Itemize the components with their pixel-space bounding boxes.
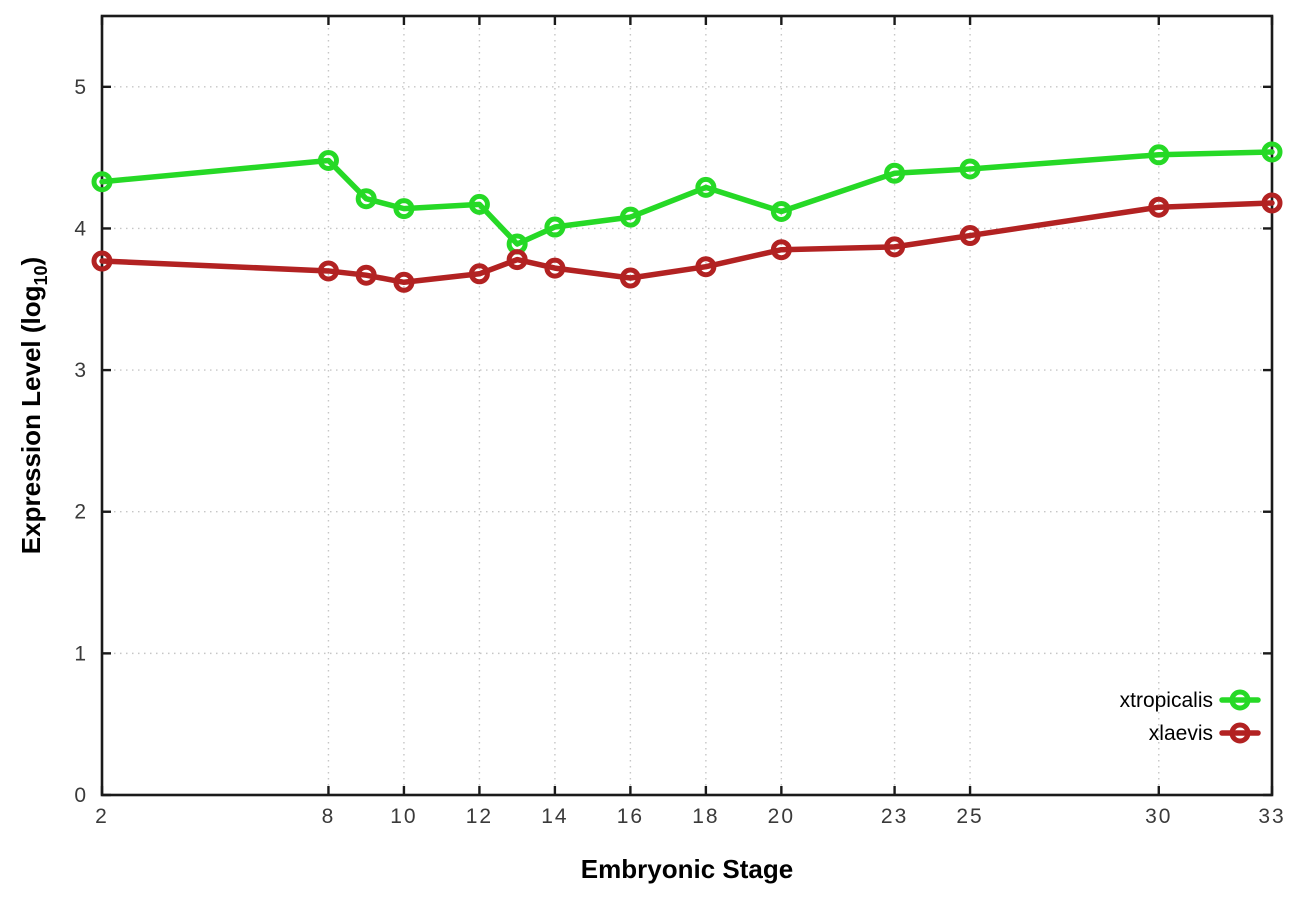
x-tick-label: 12 [466, 805, 493, 828]
legend-sample-marker [1229, 689, 1251, 711]
y-tick-label: 0 [74, 784, 88, 807]
xlaevis-line [99, 200, 1275, 286]
xlaevis-data-point [959, 225, 981, 247]
x-axis-labels: 2 8 10 12 14 16 18 20 23 25 30 33 [95, 805, 1285, 828]
xlaevis-data-point [393, 271, 415, 293]
xtropicalis-data-point [884, 162, 906, 184]
xlaevis-data-point [317, 260, 339, 282]
xtropicalis-data-point [355, 188, 377, 210]
xlaevis-data-point [619, 267, 641, 289]
x-tick-label: 23 [881, 805, 908, 828]
series-xtropicalis [91, 141, 1283, 255]
y-axis-title-suffix: ) [16, 257, 46, 266]
x-tick-label: 18 [692, 805, 719, 828]
xlaevis-data-point [1261, 192, 1283, 214]
x-tick-label: 20 [768, 805, 795, 828]
y-axis-title: Expression Level (log10) [16, 257, 51, 554]
x-tick-label: 33 [1258, 805, 1285, 828]
xlaevis-data-point [1148, 196, 1170, 218]
xlaevis-data-point [770, 239, 792, 261]
xtropicalis-data-point [770, 200, 792, 222]
xlaevis-data-point [355, 264, 377, 286]
x-tick-label: 10 [390, 805, 417, 828]
xtropicalis-data-point [393, 198, 415, 220]
y-axis-labels: 0 1 2 3 4 5 [74, 76, 88, 807]
y-tick-label: 2 [74, 501, 88, 524]
legend: xtropicalis xlaevis [1120, 689, 1261, 745]
x-tick-label: 2 [95, 805, 109, 828]
xlaevis-data-point [544, 257, 566, 279]
gridlines [102, 16, 1272, 795]
xtropicalis-data-point [1148, 144, 1170, 166]
x-tick-label: 14 [541, 805, 568, 828]
xtropicalis-data-point [695, 176, 717, 198]
xlaevis-data-point [91, 250, 113, 272]
plot-border [100, 14, 1274, 797]
y-tick-label: 3 [74, 359, 88, 382]
xlaevis-data-point [506, 249, 528, 271]
y-axis-title-subscript: 10 [31, 265, 51, 285]
xlaevis-data-point [468, 263, 490, 285]
series-xlaevis [91, 192, 1283, 293]
xlaevis-data-point [884, 236, 906, 258]
y-tick-label: 4 [74, 217, 88, 240]
legend-label: xtropicalis [1120, 689, 1213, 712]
tick-marks [100, 16, 1274, 797]
legend-label: xlaevis [1149, 722, 1213, 745]
xtropicalis-data-point [468, 193, 490, 215]
xtropicalis-data-point [959, 158, 981, 180]
xtropicalis-data-point [317, 149, 339, 171]
xtropicalis-line [99, 149, 1275, 247]
legend-item-xtropicalis: xtropicalis [1120, 689, 1261, 712]
legend-sample-marker [1229, 722, 1251, 744]
x-axis-title: Embryonic Stage [581, 854, 793, 884]
xlaevis-data-point [695, 256, 717, 278]
x-tick-label: 30 [1145, 805, 1172, 828]
x-tick-label: 16 [617, 805, 644, 828]
y-tick-label: 5 [74, 76, 88, 99]
x-tick-label: 8 [322, 805, 336, 828]
xtropicalis-data-point [544, 216, 566, 238]
xtropicalis-data-point [91, 171, 113, 193]
xtropicalis-data-point [1261, 141, 1283, 163]
x-tick-label: 25 [956, 805, 983, 828]
xtropicalis-data-point [619, 206, 641, 228]
y-axis-title-prefix: Expression Level (log [16, 285, 46, 554]
legend-item-xlaevis: xlaevis [1149, 722, 1261, 745]
y-tick-label: 1 [74, 642, 88, 665]
